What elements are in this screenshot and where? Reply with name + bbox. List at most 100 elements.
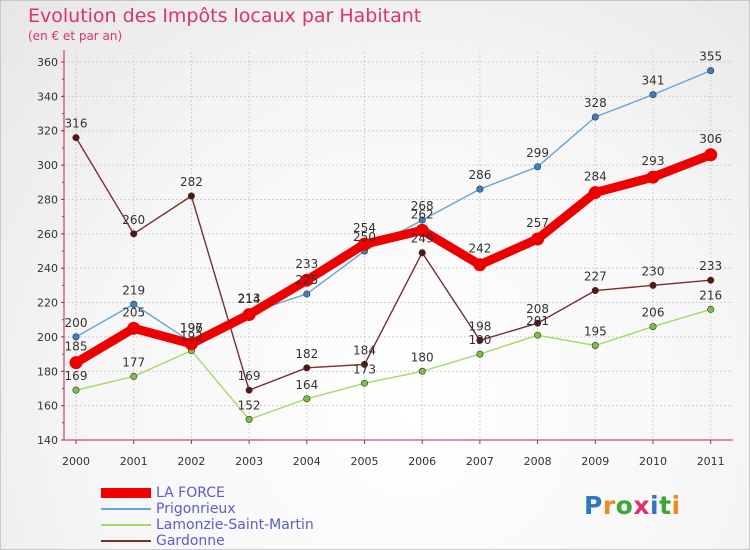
y-tick-label: 340 [37, 90, 58, 103]
x-tick-label: 2002 [177, 455, 205, 468]
data-point[interactable] [245, 386, 253, 394]
data-label: 200 [65, 316, 88, 330]
data-point[interactable] [531, 232, 545, 246]
data-point[interactable] [184, 337, 198, 351]
data-point[interactable] [360, 360, 368, 368]
data-label: 328 [584, 96, 607, 110]
y-tick-label: 160 [37, 400, 58, 413]
data-point[interactable] [476, 350, 484, 358]
data-point[interactable] [130, 372, 138, 380]
data-label: 190 [468, 333, 491, 347]
series-line-gardonne [75, 136, 712, 391]
data-point[interactable] [707, 305, 715, 313]
data-point[interactable] [649, 323, 657, 331]
x-tick-label: 2007 [466, 455, 494, 468]
data-point[interactable] [534, 163, 542, 171]
data-point[interactable] [72, 386, 80, 394]
data-point[interactable] [707, 67, 715, 75]
y-tick-label: 220 [37, 297, 58, 310]
data-point[interactable] [418, 367, 426, 375]
logo-letter: t [659, 491, 672, 520]
data-label: 206 [642, 306, 665, 320]
data-point[interactable] [591, 113, 599, 121]
data-point[interactable] [300, 273, 314, 287]
data-label: 169 [65, 369, 88, 383]
data-label: 233 [295, 257, 318, 271]
data-label: 316 [65, 117, 88, 131]
logo-letter: i [650, 491, 660, 520]
data-point[interactable] [646, 170, 660, 184]
legend-label: Gardonne [156, 533, 225, 549]
x-tick-label: 2011 [697, 455, 725, 468]
data-point[interactable] [303, 364, 311, 372]
data-label: 205 [122, 305, 145, 319]
data-point[interactable] [704, 148, 718, 162]
data-label: 208 [526, 302, 549, 316]
x-tick-label: 2006 [408, 455, 436, 468]
data-point[interactable] [591, 341, 599, 349]
data-label: 355 [699, 50, 722, 64]
data-point[interactable] [415, 223, 429, 237]
data-label: 250 [353, 230, 376, 244]
data-label: 306 [699, 132, 722, 146]
data-point[interactable] [242, 308, 256, 322]
data-point[interactable] [534, 319, 542, 327]
legend-swatch [101, 508, 151, 510]
data-point[interactable] [534, 331, 542, 339]
y-tick-label: 240 [37, 262, 58, 275]
data-point[interactable] [476, 336, 484, 344]
legend-label: LA FORCE [156, 485, 225, 501]
data-point[interactable] [72, 134, 80, 142]
data-point[interactable] [591, 287, 599, 295]
x-tick-label: 2001 [120, 455, 148, 468]
data-point[interactable] [130, 230, 138, 238]
data-point[interactable] [358, 237, 371, 251]
data-label: 182 [295, 347, 318, 361]
logo-letter: i [671, 491, 681, 520]
data-point[interactable] [588, 186, 602, 200]
data-point[interactable] [245, 415, 253, 423]
proxiti-logo: Proxiti [584, 491, 681, 520]
data-point[interactable] [360, 379, 368, 387]
data-label: 254 [353, 221, 376, 235]
y-tick-label: 300 [37, 159, 58, 172]
logo-letter: o [615, 491, 634, 520]
x-tick-label: 2008 [524, 455, 552, 468]
data-point[interactable] [69, 356, 83, 370]
data-point[interactable] [707, 276, 715, 284]
data-point[interactable] [649, 91, 657, 99]
data-label: 225 [295, 273, 318, 287]
data-point[interactable] [127, 321, 141, 335]
data-point[interactable] [303, 395, 311, 403]
data-label: 293 [642, 154, 665, 168]
data-label: 341 [642, 74, 665, 88]
data-point[interactable] [418, 216, 426, 224]
data-point[interactable] [649, 281, 657, 289]
legend-swatch [101, 540, 151, 542]
data-label: 201 [526, 314, 549, 328]
data-label: 230 [642, 264, 665, 278]
data-point[interactable] [418, 249, 426, 257]
data-point[interactable] [130, 300, 138, 308]
data-point[interactable] [72, 333, 80, 341]
x-tick-label: 2000 [62, 455, 90, 468]
data-label: 262 [411, 207, 434, 221]
series-line-prigonrieux [75, 69, 712, 343]
y-tick-label: 180 [37, 365, 58, 378]
x-tick-label: 2010 [639, 455, 667, 468]
data-label: 257 [526, 216, 549, 230]
data-label: 192 [180, 330, 203, 344]
chart-title: Evolution des Impôts locaux par Habitant [28, 5, 422, 27]
data-point[interactable] [473, 258, 487, 272]
data-point[interactable] [187, 192, 195, 200]
data-point[interactable] [476, 185, 484, 193]
data-label: 249 [411, 232, 434, 246]
data-label: 260 [122, 213, 145, 227]
data-label: 185 [65, 340, 88, 354]
data-label: 195 [584, 325, 607, 339]
series-line-lamonzie-saint-martin [75, 308, 712, 421]
logo-letter: P [584, 491, 603, 520]
data-point[interactable] [303, 290, 311, 298]
data-label: 213 [238, 292, 261, 306]
